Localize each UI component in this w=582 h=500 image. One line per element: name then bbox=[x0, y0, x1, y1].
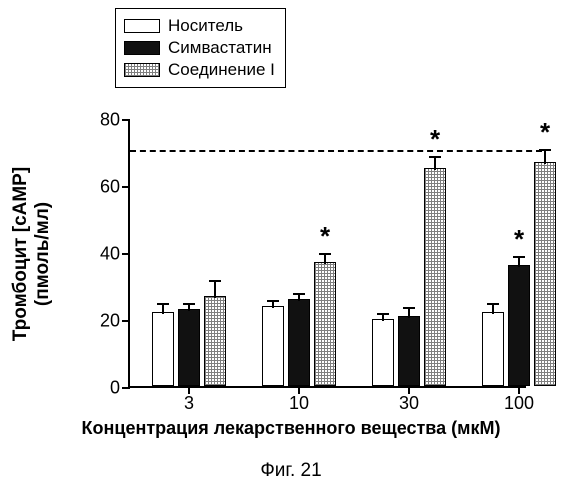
y-tick bbox=[122, 387, 130, 389]
y-axis-label-line2: (пмоль/мл) bbox=[32, 202, 53, 306]
error-cap bbox=[319, 253, 331, 255]
error-bar bbox=[434, 157, 436, 170]
legend-item: Соединение I bbox=[124, 60, 275, 80]
error-cap bbox=[429, 156, 441, 158]
y-tick-label: 40 bbox=[80, 244, 120, 265]
legend-swatch-nositel bbox=[124, 19, 160, 33]
legend-item: Носитель bbox=[124, 16, 275, 36]
error-bar bbox=[408, 308, 410, 318]
y-tick bbox=[122, 253, 130, 255]
error-cap bbox=[487, 303, 499, 305]
y-tick-label: 20 bbox=[80, 311, 120, 332]
legend: Носитель Симвастатин Соединение I bbox=[115, 8, 286, 88]
error-bar bbox=[298, 294, 300, 301]
y-axis-label: Тромбоцит [cAMP] (пмоль/мл) bbox=[10, 167, 54, 341]
error-bar bbox=[162, 304, 164, 314]
significance-marker: * bbox=[320, 221, 330, 252]
error-cap bbox=[183, 303, 195, 305]
error-cap bbox=[403, 307, 415, 309]
error-bar bbox=[214, 281, 216, 298]
legend-label: Симвастатин bbox=[168, 38, 272, 58]
bar-nositel bbox=[482, 312, 504, 386]
error-cap bbox=[539, 149, 551, 151]
error-bar bbox=[272, 301, 274, 308]
bar-nositel bbox=[372, 319, 394, 386]
y-tick-label: 60 bbox=[80, 177, 120, 198]
y-tick bbox=[122, 119, 130, 121]
bar-soed bbox=[534, 162, 556, 386]
error-bar bbox=[544, 150, 546, 163]
plot-area: 310*30*100** bbox=[128, 120, 526, 388]
error-cap bbox=[513, 256, 525, 258]
error-cap bbox=[377, 313, 389, 315]
error-cap bbox=[157, 303, 169, 305]
bar-simva bbox=[178, 309, 200, 386]
figure-caption: Фиг. 21 bbox=[0, 460, 582, 482]
x-tick-label: 100 bbox=[504, 393, 534, 414]
significance-marker: * bbox=[514, 224, 524, 255]
legend-swatch-simvastatin bbox=[124, 41, 160, 55]
error-bar bbox=[492, 304, 494, 314]
bar-simva bbox=[508, 265, 530, 386]
bar-simva bbox=[398, 316, 420, 386]
bar-nositel bbox=[262, 306, 284, 386]
y-tick bbox=[122, 186, 130, 188]
bar-soed bbox=[314, 262, 336, 386]
error-bar bbox=[188, 304, 190, 311]
bar-simva bbox=[288, 299, 310, 386]
legend-item: Симвастатин bbox=[124, 38, 275, 58]
x-tick-label: 30 bbox=[399, 393, 419, 414]
significance-marker: * bbox=[430, 124, 440, 155]
y-axis-label-line1: Тромбоцит [cAMP] bbox=[10, 167, 31, 341]
error-cap bbox=[267, 300, 279, 302]
bar-soed bbox=[424, 168, 446, 386]
y-tick bbox=[122, 320, 130, 322]
significance-marker: * bbox=[540, 117, 550, 148]
error-cap bbox=[209, 280, 221, 282]
error-bar bbox=[324, 254, 326, 264]
y-tick-label: 80 bbox=[80, 110, 120, 131]
figure-container: Носитель Симвастатин Соединение I Тромбо… bbox=[0, 0, 582, 500]
x-axis-label: Концентрация лекарственного вещества (мк… bbox=[0, 418, 582, 439]
reference-line bbox=[130, 150, 542, 152]
legend-swatch-compound-i bbox=[124, 63, 160, 77]
error-bar bbox=[518, 257, 520, 267]
bar-soed bbox=[204, 296, 226, 386]
legend-label: Носитель bbox=[168, 16, 243, 36]
bar-nositel bbox=[152, 312, 174, 386]
legend-label: Соединение I bbox=[168, 60, 275, 80]
x-tick-label: 10 bbox=[289, 393, 309, 414]
x-tick-label: 3 bbox=[184, 393, 194, 414]
error-cap bbox=[293, 293, 305, 295]
y-tick-label: 0 bbox=[80, 378, 120, 399]
error-bar bbox=[382, 314, 384, 321]
